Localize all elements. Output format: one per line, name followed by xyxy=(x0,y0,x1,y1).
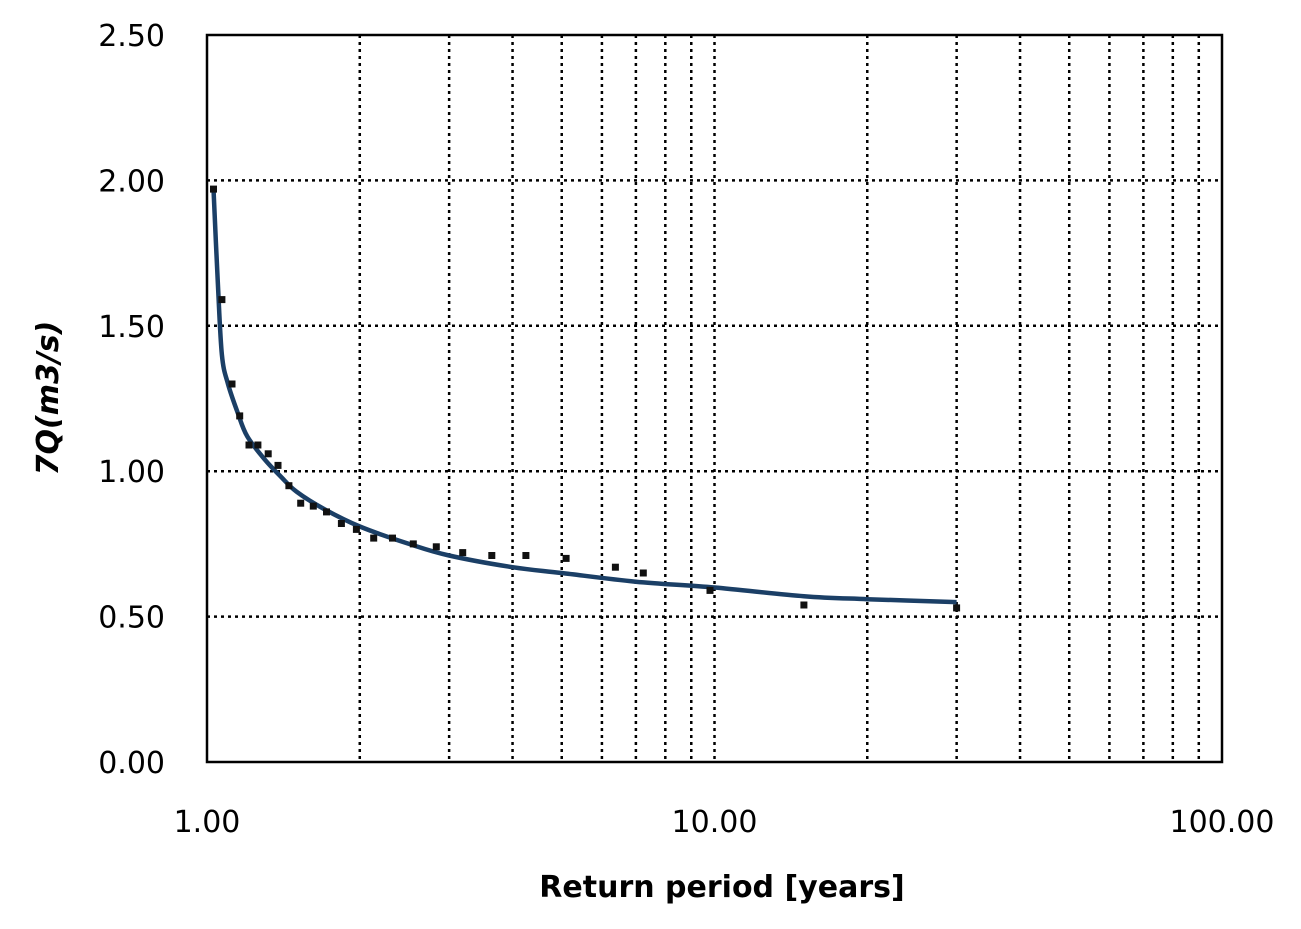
data-point xyxy=(264,450,272,458)
data-point xyxy=(352,525,360,533)
data-point xyxy=(522,552,530,559)
x-tick-label: 1.00 xyxy=(174,805,241,840)
data-point xyxy=(706,586,714,594)
data-point xyxy=(309,502,317,510)
x-tick-label: 10.00 xyxy=(672,805,758,840)
data-point xyxy=(953,604,961,612)
y-tick-labels: 0.00 0.50 1.00 1.50 2.00 2.50 xyxy=(98,19,165,781)
y-tick-label: 1.50 xyxy=(98,310,165,345)
gridlines xyxy=(207,35,1222,762)
x-tick-labels: 1.00 10.00 100.00 xyxy=(174,805,1275,840)
data-point xyxy=(800,601,808,609)
fit-line xyxy=(211,188,957,605)
y-tick-label: 1.00 xyxy=(98,455,165,490)
y-tick-label: 0.50 xyxy=(98,601,165,636)
y-tick-label: 2.00 xyxy=(98,164,165,199)
data-point xyxy=(337,520,345,527)
data-point xyxy=(639,569,647,577)
y-tick-label: 0.00 xyxy=(98,746,165,781)
data-point xyxy=(274,461,282,469)
x-tick-label: 100.00 xyxy=(1170,805,1275,840)
data-point xyxy=(409,540,417,548)
data-point xyxy=(323,508,330,516)
y-axis-title: 7Q(m3/s) xyxy=(31,321,66,476)
data-point xyxy=(488,552,496,559)
data-point xyxy=(254,441,262,449)
data-point xyxy=(459,549,467,557)
data-point xyxy=(210,185,217,193)
series-layer xyxy=(210,185,961,612)
data-point xyxy=(389,534,396,542)
data-point xyxy=(297,499,305,507)
data-point xyxy=(370,534,378,542)
data-point xyxy=(236,412,244,420)
data-point xyxy=(218,296,226,304)
plot-frame xyxy=(205,33,1224,764)
data-point xyxy=(245,441,253,449)
data-point xyxy=(611,563,619,571)
y-tick-label: 2.50 xyxy=(98,19,165,54)
data-point xyxy=(228,380,236,388)
data-point xyxy=(432,543,440,551)
data-point xyxy=(285,482,293,490)
x-axis-title: Return period [years] xyxy=(539,870,904,905)
data-point xyxy=(562,554,570,562)
